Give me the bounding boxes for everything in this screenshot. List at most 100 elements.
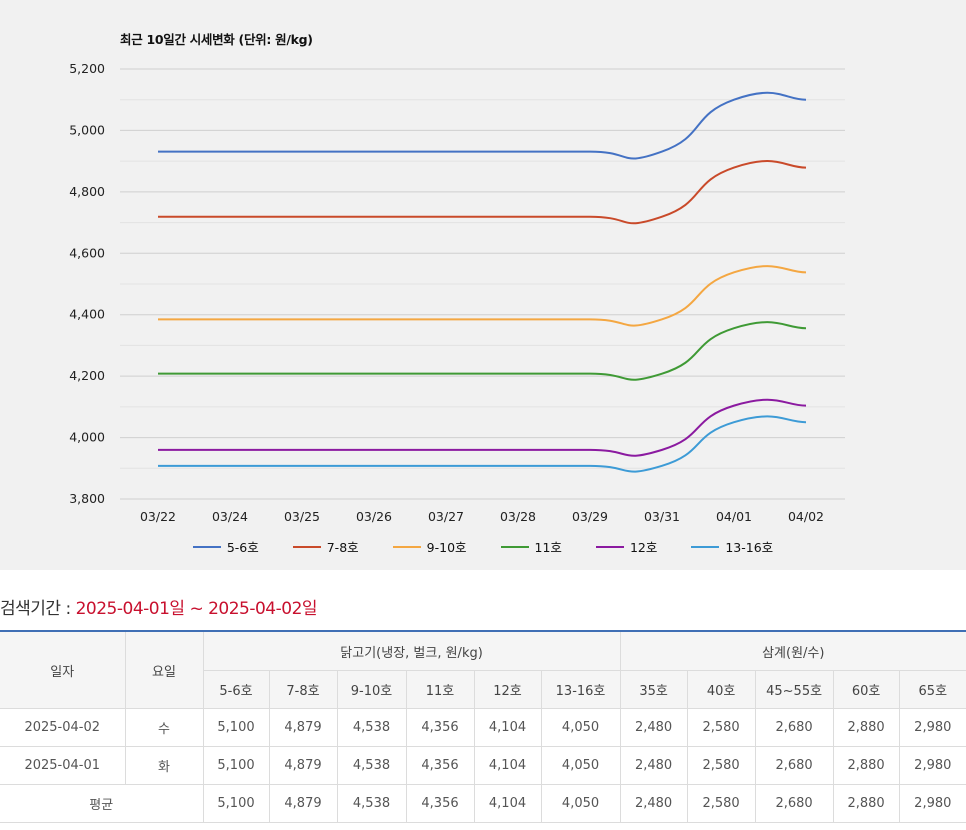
cell-value: 2,880 xyxy=(832,708,900,747)
cell-value: 4,050 xyxy=(540,746,621,785)
header-group-samgye: 삼계(원/수) xyxy=(619,630,966,671)
table-header-row: 일자 요일 닭고기(냉장, 벌크, 원/kg) 삼계(원/수) xyxy=(0,630,966,709)
cell-value: 2,980 xyxy=(898,708,966,747)
legend-item[interactable]: 9-10호 xyxy=(392,537,467,556)
header-size-9: 60호 xyxy=(832,670,900,709)
cell-value: 4,356 xyxy=(405,746,475,785)
header-size-6: 35호 xyxy=(619,670,688,709)
legend-label: 5-6호 xyxy=(226,540,259,555)
x-tick-label: 03/29 xyxy=(572,509,608,524)
table-body: 2025-04-02 수 5,100 4,879 4,538 4,356 4,104 4,05… xyxy=(0,708,966,823)
cell-value: 2,980 xyxy=(898,746,966,785)
y-tick-label: 4,400 xyxy=(69,307,105,322)
cell-value: 2,680 xyxy=(754,746,834,785)
cell-date: 2025-04-02 xyxy=(0,708,126,747)
cell-average-value: 2,880 xyxy=(832,784,900,823)
header-size-1: 7-8호 xyxy=(268,670,338,709)
cell-average-value: 4,356 xyxy=(405,784,475,823)
table-row: 2025-04-02 수 5,100 4,879 4,538 4,356 4,104 4,05… xyxy=(0,708,966,747)
table-row: 2025-04-01 화 5,100 4,879 4,538 4,356 4,104 4,05… xyxy=(0,746,966,785)
chart-panel: 3,800 4,000 4,200 4,400 4,600 4,800 5,000 5,200… xyxy=(0,0,966,570)
y-tick-label: 4,000 xyxy=(69,430,105,445)
legend-swatch xyxy=(595,545,624,548)
cell-value: 4,538 xyxy=(336,708,407,747)
header-size-4: 12호 xyxy=(473,670,542,709)
cell-value: 2,580 xyxy=(686,708,756,747)
x-tick-label: 03/26 xyxy=(356,509,392,524)
legend-label: 9-10호 xyxy=(426,540,467,555)
legend-item[interactable]: 5-6호 xyxy=(192,537,259,556)
header-size-8: 45~55호 xyxy=(754,670,834,709)
cell-value: 2,880 xyxy=(832,746,900,785)
y-tick-label: 3,800 xyxy=(69,491,105,506)
price-line-chart: 3,800 4,000 4,200 4,400 4,600 4,800 5,000 5,200… xyxy=(69,61,845,524)
cell-average-value: 4,050 xyxy=(540,784,621,823)
legend-item[interactable]: 12호 xyxy=(595,537,658,556)
cell-value: 4,104 xyxy=(473,708,542,747)
series-line-5 xyxy=(157,415,807,473)
legend-item[interactable]: 7-8호 xyxy=(292,537,359,556)
cell-average-value: 2,680 xyxy=(754,784,834,823)
cell-average-value: 4,879 xyxy=(268,784,338,823)
legend-item[interactable]: 13-16호 xyxy=(691,537,773,556)
legend-swatch xyxy=(500,545,529,548)
chart-legend: 5-6호 7-8호 9-10호 11호 12호 13-16호 xyxy=(0,537,966,556)
x-tick-label: 04/01 xyxy=(716,509,752,524)
cell-average-value: 2,480 xyxy=(619,784,688,823)
search-period: 검색기간 : 2025-04-01일 ~ 2025-04-02일 xyxy=(0,594,318,619)
cell-value: 4,538 xyxy=(336,746,407,785)
header-size-5: 13-16호 xyxy=(540,670,621,709)
legend-label: 12호 xyxy=(629,540,658,555)
header-size-0: 5-6호 xyxy=(203,670,270,709)
cell-value: 2,580 xyxy=(686,746,756,785)
cell-average-value: 5,100 xyxy=(202,784,270,823)
cell-day: 수 xyxy=(124,708,204,747)
cell-value: 2,480 xyxy=(619,708,688,747)
legend-label: 7-8호 xyxy=(326,540,359,555)
cell-value: 4,104 xyxy=(473,746,542,785)
x-tick-label: 03/22 xyxy=(140,509,176,524)
cell-average-value: 2,980 xyxy=(898,784,966,823)
cell-value: 5,100 xyxy=(202,708,270,747)
price-table: 일자 요일 닭고기(냉장, 벌크, 원/kg) 삼계(원/수) 5-6호 7-8호… xyxy=(0,630,966,823)
cell-value: 4,879 xyxy=(268,708,338,747)
legend-swatch xyxy=(192,545,221,548)
table-subheader-row: 5-6호 7-8호 9-10호 11호 12호 13-16호 35호 40호 45~55호 60호… xyxy=(0,670,966,709)
x-tick-label: 03/31 xyxy=(644,509,680,524)
legend-item[interactable]: 11호 xyxy=(500,537,562,556)
y-tick-label: 4,800 xyxy=(69,184,105,199)
chart-title: 최근 10일간 시세변화 (단위: 원/kg) xyxy=(120,32,313,47)
y-tick-label: 5,000 xyxy=(69,122,105,137)
legend-label: 11호 xyxy=(534,540,562,555)
header-size-10: 65호 xyxy=(898,670,966,709)
x-tick-label: 03/24 xyxy=(212,509,248,524)
y-tick-label: 4,200 xyxy=(69,368,105,383)
legend-swatch xyxy=(292,545,321,548)
cell-average-value: 4,538 xyxy=(336,784,407,823)
cell-day: 화 xyxy=(124,746,204,785)
header-group-chicken: 닭고기(냉장, 벌크, 원/kg) xyxy=(202,630,621,671)
cell-value: 5,100 xyxy=(202,746,270,785)
series-line-4 xyxy=(158,398,807,457)
cell-average-value: 4,104 xyxy=(473,784,542,823)
cell-average-label: 평균 xyxy=(0,784,204,823)
search-period-range: 2025-04-01일 ~ 2025-04-02일 xyxy=(75,599,318,619)
header-date: 일자 xyxy=(0,630,126,709)
x-tick-label: 03/28 xyxy=(500,509,536,524)
cell-value: 4,050 xyxy=(540,708,621,747)
search-period-label: 검색기간 : xyxy=(0,599,76,619)
series-line-1 xyxy=(158,160,807,225)
legend-swatch xyxy=(392,545,421,548)
header-size-2: 9-10호 xyxy=(336,670,407,709)
cell-value: 4,356 xyxy=(405,708,475,747)
series-line-3 xyxy=(157,321,807,381)
legend-label: 13-16호 xyxy=(725,540,774,555)
legend-swatch xyxy=(691,545,720,548)
series-line-2 xyxy=(157,265,807,327)
cell-value: 4,879 xyxy=(268,746,338,785)
x-tick-label: 03/25 xyxy=(284,509,320,524)
cell-average-value: 2,580 xyxy=(686,784,756,823)
cell-value: 2,680 xyxy=(754,708,834,747)
y-tick-label: 5,200 xyxy=(69,61,105,76)
cell-value: 2,480 xyxy=(619,746,688,785)
